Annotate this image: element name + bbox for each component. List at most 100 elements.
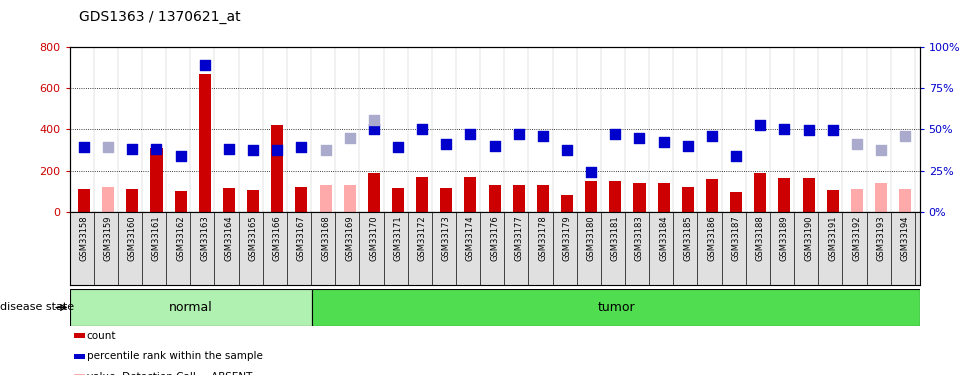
Point xyxy=(728,153,744,159)
Bar xyxy=(537,185,549,212)
Text: GSM33187: GSM33187 xyxy=(731,216,741,261)
Point xyxy=(753,122,768,128)
Text: GSM33180: GSM33180 xyxy=(586,216,596,261)
Bar xyxy=(199,74,211,212)
Text: GSM33174: GSM33174 xyxy=(466,216,475,261)
Text: disease state: disease state xyxy=(0,303,74,312)
Bar xyxy=(416,177,428,212)
Point xyxy=(583,169,599,175)
Bar xyxy=(296,187,307,212)
Bar xyxy=(70,289,312,326)
Point xyxy=(632,135,647,141)
Bar xyxy=(803,178,814,212)
Bar xyxy=(312,289,920,326)
Bar xyxy=(344,185,355,212)
Text: GDS1363 / 1370621_at: GDS1363 / 1370621_at xyxy=(79,10,241,24)
Point xyxy=(825,128,840,134)
Bar xyxy=(779,178,790,212)
Point xyxy=(125,146,140,152)
Point xyxy=(777,126,792,132)
Point xyxy=(873,147,889,153)
Text: GSM33185: GSM33185 xyxy=(683,216,693,261)
Text: GSM33159: GSM33159 xyxy=(103,216,113,261)
Point xyxy=(849,141,865,147)
Point xyxy=(801,128,816,134)
Text: GSM33173: GSM33173 xyxy=(441,216,451,261)
Bar xyxy=(151,148,162,212)
Point xyxy=(559,147,575,153)
Point xyxy=(245,147,261,153)
Text: GSM33158: GSM33158 xyxy=(79,216,89,261)
Text: GSM33184: GSM33184 xyxy=(659,216,668,261)
Text: GSM33189: GSM33189 xyxy=(780,216,789,261)
Point xyxy=(656,139,671,145)
Point xyxy=(270,147,285,153)
Point xyxy=(149,146,164,152)
Bar xyxy=(585,181,597,212)
Text: GSM33191: GSM33191 xyxy=(828,216,838,261)
Text: GSM33172: GSM33172 xyxy=(417,216,427,261)
Text: GSM33162: GSM33162 xyxy=(176,216,185,261)
Point xyxy=(511,130,526,136)
Text: GSM33166: GSM33166 xyxy=(272,216,282,261)
Bar xyxy=(127,189,138,212)
Point xyxy=(390,144,406,150)
Bar xyxy=(634,183,645,212)
Text: GSM33192: GSM33192 xyxy=(852,216,862,261)
Text: GSM33188: GSM33188 xyxy=(755,216,765,261)
Text: percentile rank within the sample: percentile rank within the sample xyxy=(87,351,263,361)
Bar xyxy=(102,187,114,212)
Text: GSM33193: GSM33193 xyxy=(876,216,886,261)
Bar xyxy=(561,195,573,212)
Bar xyxy=(368,172,380,212)
Point xyxy=(487,143,502,149)
Point xyxy=(100,144,116,150)
Bar xyxy=(706,179,718,212)
Point xyxy=(414,126,430,132)
Text: GSM33183: GSM33183 xyxy=(635,216,644,261)
Text: GSM33168: GSM33168 xyxy=(321,216,330,261)
Point xyxy=(608,130,623,136)
Bar xyxy=(610,181,621,212)
Bar xyxy=(175,191,186,212)
Text: tumor: tumor xyxy=(597,301,635,314)
Text: GSM33167: GSM33167 xyxy=(297,216,306,261)
Bar xyxy=(465,177,476,212)
Text: GSM33161: GSM33161 xyxy=(152,216,161,261)
Bar xyxy=(271,125,283,212)
Point xyxy=(680,143,696,149)
Text: value, Detection Call = ABSENT: value, Detection Call = ABSENT xyxy=(87,372,252,375)
Point xyxy=(366,117,382,123)
Text: GSM33181: GSM33181 xyxy=(611,216,620,261)
Bar xyxy=(247,190,259,212)
Bar xyxy=(489,185,500,212)
Text: GSM33164: GSM33164 xyxy=(224,216,234,261)
Bar xyxy=(392,188,404,212)
Bar xyxy=(440,188,452,212)
Point xyxy=(173,153,188,159)
Text: GSM33165: GSM33165 xyxy=(248,216,258,261)
Bar xyxy=(851,189,863,212)
Text: GSM33177: GSM33177 xyxy=(514,216,524,261)
Text: GSM33160: GSM33160 xyxy=(128,216,137,261)
Text: count: count xyxy=(87,331,116,340)
Text: GSM33194: GSM33194 xyxy=(900,216,910,261)
Bar xyxy=(730,192,742,212)
Bar xyxy=(899,189,911,212)
Bar xyxy=(223,188,235,212)
Text: GSM33190: GSM33190 xyxy=(804,216,813,261)
Point xyxy=(197,62,213,68)
Point xyxy=(897,133,913,139)
Bar xyxy=(827,190,838,212)
Bar xyxy=(875,183,887,212)
Point xyxy=(366,126,382,132)
Point xyxy=(535,133,551,139)
Text: GSM33178: GSM33178 xyxy=(538,216,548,261)
Point xyxy=(318,147,333,153)
Point xyxy=(704,133,720,139)
Text: GSM33163: GSM33163 xyxy=(200,216,210,261)
Point xyxy=(221,146,237,152)
Point xyxy=(439,141,454,147)
Text: GSM33169: GSM33169 xyxy=(345,216,355,261)
Text: GSM33170: GSM33170 xyxy=(369,216,379,261)
